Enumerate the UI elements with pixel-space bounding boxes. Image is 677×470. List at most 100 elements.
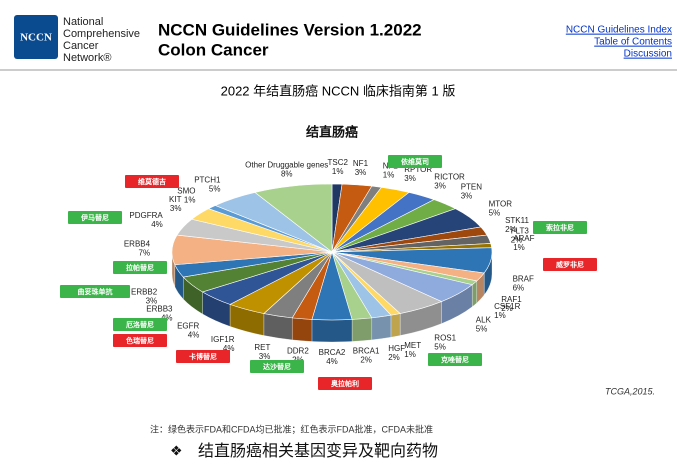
pie: TSC21%NF13%NF21%RPTOR3%RICTOR3%PTEN3%MTO… bbox=[124, 158, 535, 366]
slice-label: BRAF bbox=[513, 275, 534, 284]
slice bbox=[254, 183, 333, 253]
drug-tag: 色瑞替尼 bbox=[113, 334, 167, 347]
tag-box bbox=[113, 261, 167, 274]
slice-label: RICTOR bbox=[434, 173, 465, 182]
slice-label: RET bbox=[254, 343, 270, 352]
value-label: 8% bbox=[281, 170, 293, 179]
drug-name: 奥拉帕利 bbox=[331, 379, 359, 388]
value-label: 1% bbox=[404, 350, 416, 359]
value-label: 5% bbox=[434, 343, 446, 352]
drug-tag: 索拉非尼 bbox=[533, 221, 587, 234]
tag-box bbox=[250, 360, 304, 373]
slice-side bbox=[351, 317, 372, 342]
drug-name: 索拉非尼 bbox=[546, 223, 574, 232]
value-label: 1% bbox=[513, 243, 525, 252]
value-label: 3% bbox=[461, 192, 473, 201]
drug-name: 曲妥珠单抗 bbox=[78, 287, 113, 296]
tag-box bbox=[113, 318, 167, 331]
drug-name: 卡博替尼 bbox=[189, 352, 217, 361]
drug-name: 色瑞替尼 bbox=[126, 336, 154, 345]
drug-tag: 卡博替尼 bbox=[176, 350, 230, 363]
value-label: 1% bbox=[184, 196, 196, 205]
drug-name: 威罗非尼 bbox=[556, 260, 584, 269]
slice-label: ERBB4 bbox=[124, 239, 151, 248]
value-label: 6% bbox=[513, 284, 525, 293]
drug-tag: 克唑替尼 bbox=[428, 353, 482, 366]
slice-label: MET bbox=[404, 341, 421, 350]
org-name: Network® bbox=[63, 52, 111, 64]
slice-label: Other Druggable genes bbox=[245, 161, 328, 170]
tag-box bbox=[533, 221, 587, 234]
slice-side bbox=[292, 317, 313, 342]
value-label: 2% bbox=[505, 225, 517, 234]
drug-name: 厄洛替尼 bbox=[126, 320, 154, 329]
tag-box bbox=[60, 285, 130, 298]
slice-label: ROS1 bbox=[434, 334, 456, 343]
value-label: 3% bbox=[434, 182, 446, 191]
slice-label: ALK bbox=[476, 316, 492, 325]
value-label: 3% bbox=[355, 168, 367, 177]
bullet: ❖ bbox=[170, 443, 183, 459]
slice-side bbox=[311, 319, 353, 343]
drug-tag: 依维莫司 bbox=[388, 155, 442, 168]
drug-tag: 奥拉帕利 bbox=[318, 377, 372, 390]
value-label: 2% bbox=[388, 353, 400, 362]
value-label: 3% bbox=[259, 352, 271, 361]
page-title: 2022 年结直肠癌 NCCN 临床指南第 1 版 bbox=[221, 83, 456, 98]
slice-label: FLT3 bbox=[511, 226, 530, 235]
org-name: Comprehensive bbox=[63, 28, 140, 40]
slice-label: RAF1 bbox=[501, 295, 522, 304]
caption: 结直肠癌相关基因变异及靶向药物 bbox=[198, 442, 438, 460]
drug-tag: 拉帕替尼 bbox=[113, 261, 167, 274]
drug-tag: 伊马替尼 bbox=[68, 211, 122, 224]
nav-link[interactable]: NCCN Guidelines Index bbox=[566, 25, 672, 36]
value-label: 4% bbox=[161, 314, 173, 323]
value-label: 7% bbox=[139, 248, 151, 257]
tag-box bbox=[125, 175, 179, 188]
value-label: 1% bbox=[332, 167, 344, 176]
slice-label: RPTOR bbox=[404, 165, 432, 174]
tag-box bbox=[113, 334, 167, 347]
slice-label: STK11 bbox=[505, 216, 529, 225]
nav-link[interactable]: Discussion bbox=[624, 49, 672, 60]
slice-label: EGFR bbox=[177, 322, 199, 331]
value-label: 5% bbox=[209, 185, 221, 194]
slice-label: MTOR bbox=[489, 199, 513, 208]
slice-label: ERBB3 bbox=[146, 305, 173, 314]
value-label: 3% bbox=[170, 204, 182, 213]
tag-box bbox=[543, 258, 597, 271]
slice-label: KIT bbox=[169, 195, 182, 204]
slice-label: PTCH1 bbox=[194, 176, 221, 185]
logo-box bbox=[14, 15, 58, 59]
slice-label: PTEN bbox=[461, 183, 483, 192]
drug-name: 维莫德吉 bbox=[138, 177, 166, 186]
slice-label: HGF bbox=[388, 344, 405, 353]
drug-name: 克唑替尼 bbox=[441, 355, 469, 364]
slice-label: ARAF bbox=[513, 234, 534, 243]
value-label: 3% bbox=[146, 297, 158, 306]
slice-label: CSF1R bbox=[494, 302, 520, 311]
drug-name: 伊马替尼 bbox=[80, 213, 109, 222]
slice-side bbox=[390, 313, 401, 338]
value-label: 5% bbox=[476, 325, 488, 334]
value-label: 4% bbox=[326, 357, 338, 366]
value-label: 2% bbox=[360, 356, 372, 365]
topic: Colon Cancer bbox=[158, 40, 269, 59]
tag-box bbox=[428, 353, 482, 366]
drug-name: 拉帕替尼 bbox=[126, 263, 154, 272]
value-label: 1% bbox=[383, 170, 395, 179]
slice-label: BRCA1 bbox=[353, 347, 380, 356]
guideline-title: NCCN Guidelines Version 1.2022 bbox=[158, 20, 422, 39]
drug-name: 达沙替尼 bbox=[263, 362, 291, 371]
nav-link[interactable]: Table of Contents bbox=[594, 37, 672, 48]
drug-tag: 曲妥珠单抗 bbox=[60, 285, 130, 298]
slice-label: ERBB2 bbox=[131, 288, 158, 297]
tag-box bbox=[388, 155, 442, 168]
slice-side bbox=[371, 315, 392, 341]
tag-box bbox=[318, 377, 372, 390]
value-label: 2% bbox=[511, 235, 523, 244]
value-label: 1% bbox=[494, 311, 506, 320]
org-name: Cancer bbox=[63, 40, 99, 52]
